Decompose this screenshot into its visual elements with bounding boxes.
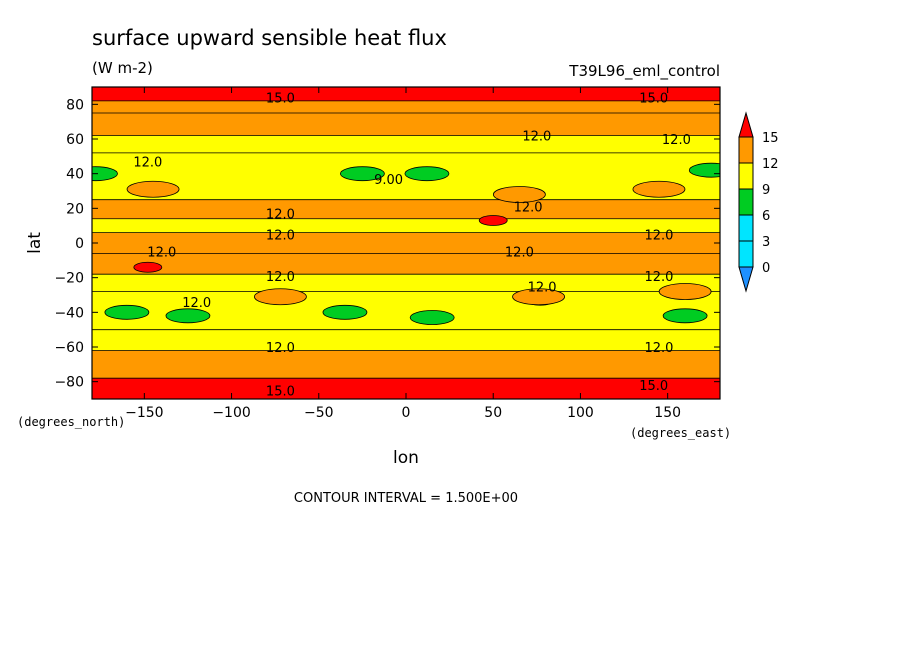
- lat-band: [92, 113, 720, 136]
- colorbar-tick-label: 9: [762, 183, 770, 198]
- contour-feature: [322, 304, 368, 320]
- y-tick-label: 60: [66, 132, 84, 148]
- contour-label: 15.0: [266, 384, 295, 399]
- contour-feature: [104, 304, 150, 320]
- y-tick-label: 0: [75, 236, 84, 252]
- contour-feature: [658, 283, 712, 300]
- contour-label: 12.0: [266, 228, 295, 243]
- chart-title: surface upward sensible heat flux: [92, 26, 447, 50]
- contour-feature: [404, 166, 450, 182]
- contour-label: 12.0: [644, 270, 673, 285]
- colorbar-box: [738, 136, 754, 164]
- contour-feature: [126, 180, 180, 198]
- y-units-label: (degrees_north): [17, 415, 125, 429]
- colorbar-arrow-bottom: [738, 266, 754, 293]
- contour-label: 12.0: [644, 341, 673, 356]
- contour-label: 15.0: [266, 91, 295, 106]
- contour-feature: [253, 288, 307, 306]
- colorbar-arrow-top: [738, 111, 754, 138]
- x-tick-label: −100: [212, 405, 250, 421]
- contour-interval-label: CONTOUR INTERVAL = 1.500E+00: [294, 491, 518, 506]
- run-name-label: T39L96_eml_control: [568, 62, 720, 81]
- y-tick-label: −80: [54, 375, 84, 391]
- lat-band: [92, 350, 720, 379]
- contour-feature: [478, 215, 508, 226]
- contour-label: 12.0: [133, 156, 162, 171]
- lat-band: [92, 100, 720, 113]
- x-units-label: (degrees_east): [630, 426, 731, 440]
- x-tick-label: 50: [484, 405, 502, 421]
- contour-label: 15.0: [639, 91, 668, 106]
- contour-label: 12.0: [266, 208, 295, 223]
- contour-label: 9.00: [374, 173, 403, 188]
- colorbar-box: [738, 214, 754, 242]
- colorbar-box: [738, 240, 754, 268]
- plot-area: [92, 87, 720, 399]
- x-tick-label: −150: [125, 405, 163, 421]
- x-axis-ticks: −150 −100 −50 0 50 100 150: [125, 87, 681, 421]
- lat-band: [92, 378, 720, 399]
- contour-feature: [409, 310, 455, 325]
- contour-feature: [688, 162, 720, 178]
- contour-labels: 15.0 15.0 12.0 12.0 12.0 9.00 12.0 12.0 12.0 12.0…: [133, 91, 691, 399]
- contour-label: 12.0: [514, 201, 543, 216]
- contour-feature: [92, 166, 118, 182]
- colorbar-tick-label: 0: [762, 261, 770, 276]
- lat-band: [92, 218, 720, 233]
- contour-label: 12.0: [182, 296, 211, 311]
- lat-band: [92, 329, 720, 351]
- x-tick-label: 150: [654, 405, 681, 421]
- contour-label: 12.0: [505, 246, 534, 261]
- contour-feature: [339, 166, 385, 182]
- x-tick-label: 100: [567, 405, 594, 421]
- contour-label: 12.0: [662, 133, 691, 148]
- y-axis-label: lat: [25, 232, 45, 254]
- lat-band: [92, 253, 720, 275]
- x-tick-label: −50: [304, 405, 334, 421]
- colorbar-box: [738, 188, 754, 216]
- units-label: (W m-2): [92, 59, 153, 77]
- lat-band: [92, 232, 720, 254]
- y-tick-label: −60: [54, 340, 84, 356]
- x-tick-label: 0: [402, 405, 411, 421]
- colorbar-tick-label: 12: [762, 157, 779, 172]
- colorbar-tick-label: 3: [762, 235, 770, 250]
- y-tick-label: −20: [54, 271, 84, 287]
- colorbar: 15 12 9 6 3 0: [738, 111, 779, 293]
- y-tick-label: 80: [66, 97, 84, 113]
- lat-band: [92, 274, 720, 292]
- contour-label: 12.0: [522, 130, 551, 145]
- y-tick-label: −40: [54, 305, 84, 321]
- x-axis-label: lon: [393, 448, 419, 468]
- contour-feature: [632, 180, 686, 198]
- contour-feature: [662, 308, 708, 324]
- y-axis-ticks: 80 60 40 20 0 −20 −40 −60 −80: [54, 97, 720, 391]
- lat-band: [92, 135, 720, 153]
- contour-feature: [492, 186, 546, 203]
- y-tick-label: 20: [66, 201, 84, 217]
- y-tick-label: 40: [66, 167, 84, 183]
- contour-label: 12.0: [266, 341, 295, 356]
- contour-label: 12.0: [147, 246, 176, 261]
- contour-feature: [133, 261, 163, 273]
- contour-label: 12.0: [644, 228, 673, 243]
- lat-band: [92, 199, 720, 219]
- colorbar-tick-label: 15: [762, 131, 779, 146]
- colorbar-tick-label: 6: [762, 209, 770, 224]
- contour-feature: [165, 308, 211, 324]
- contour-label: 12.0: [528, 280, 557, 295]
- lat-band: [92, 87, 720, 101]
- contour-label: 12.0: [266, 270, 295, 285]
- contour-feature: [512, 288, 565, 306]
- colorbar-box: [738, 162, 754, 190]
- contour-label: 15.0: [639, 379, 668, 394]
